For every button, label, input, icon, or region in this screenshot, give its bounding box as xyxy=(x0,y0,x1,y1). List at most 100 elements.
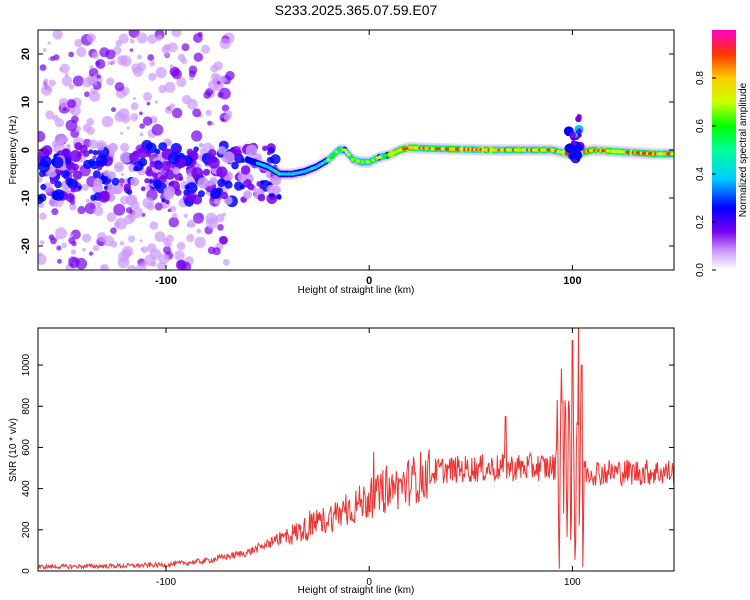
noise-blob xyxy=(192,212,205,224)
noise-blob xyxy=(70,105,81,116)
band-blob xyxy=(65,177,74,186)
noise-blob xyxy=(218,235,228,245)
noise-blob xyxy=(39,212,47,221)
band-blob xyxy=(167,152,180,165)
band-blob xyxy=(240,165,251,175)
ridge-core xyxy=(343,148,347,152)
noise-blob xyxy=(39,64,47,71)
noise-blob xyxy=(193,33,203,43)
x-tick-label: -100 xyxy=(155,275,177,287)
noise-blob xyxy=(47,57,51,61)
noise-blob xyxy=(106,212,117,222)
noise-blob xyxy=(96,74,101,79)
band-blob xyxy=(247,183,255,191)
band-blob xyxy=(269,192,274,198)
band-blob xyxy=(217,178,226,187)
band-blob xyxy=(164,169,176,180)
band-blob xyxy=(217,146,227,155)
noise-blob xyxy=(117,108,130,120)
band-blob xyxy=(38,194,44,205)
noise-blob xyxy=(147,54,155,61)
noise-blob xyxy=(154,231,166,242)
noise-blob xyxy=(118,33,129,44)
colorbar-label: Normalized spectral amplitude xyxy=(738,82,749,217)
noise-blob xyxy=(117,165,122,170)
noise-blob xyxy=(42,48,47,52)
noise-blob xyxy=(150,260,157,267)
burst-blob xyxy=(572,150,583,160)
noise-blob xyxy=(129,38,135,44)
noise-blob xyxy=(140,247,144,251)
noise-blob xyxy=(38,253,47,265)
noise-blob xyxy=(171,212,178,219)
noise-blob xyxy=(217,91,224,98)
noise-blob xyxy=(96,201,102,208)
band-blob xyxy=(108,142,118,153)
noise-blob xyxy=(113,203,126,216)
noise-blob xyxy=(68,256,80,269)
noise-blob xyxy=(194,236,206,249)
band-blob xyxy=(130,177,140,187)
band-blob xyxy=(193,146,199,152)
noise-blob xyxy=(103,235,115,247)
y-tick-label: 200 xyxy=(21,521,32,538)
noise-blob xyxy=(51,208,59,216)
noise-blob xyxy=(115,217,128,230)
y-tick-label: -10 xyxy=(20,190,32,206)
noise-blob xyxy=(128,235,136,243)
noise-blob xyxy=(111,107,117,113)
snr-xlabel: Height of straight line (km) xyxy=(298,585,415,596)
noise-blob xyxy=(207,120,213,126)
noise-blob xyxy=(161,45,170,54)
noise-blob xyxy=(118,178,125,184)
noise-blob xyxy=(219,38,231,50)
noise-blob xyxy=(215,213,225,223)
colorbar-ticks: 0.0 0.2 0.4 0.6 0.8 xyxy=(695,71,716,277)
band-blob xyxy=(149,161,156,168)
noise-blob xyxy=(201,44,211,54)
y-tick-label: 0 xyxy=(21,568,32,574)
band-blob xyxy=(92,170,101,179)
band-blob xyxy=(148,179,154,184)
noise-blob xyxy=(168,217,180,228)
noise-blob xyxy=(147,34,157,44)
band-blob xyxy=(208,149,217,158)
band-blob xyxy=(266,150,272,156)
noise-blob xyxy=(77,205,86,215)
noise-blob xyxy=(55,227,68,240)
noise-blob xyxy=(82,233,92,243)
band-blob xyxy=(266,156,274,164)
band-blob xyxy=(224,180,233,189)
noise-blob xyxy=(137,54,142,60)
y-tick-label: -20 xyxy=(20,238,32,254)
noise-blob xyxy=(169,64,174,69)
band-blob xyxy=(98,190,110,203)
spectrogram-xlabel: Height of straight line (km) xyxy=(298,285,415,296)
burst-blob xyxy=(573,146,579,152)
band-blob xyxy=(41,145,53,156)
noise-blob xyxy=(142,92,153,102)
colorbar-tick-label: 0.2 xyxy=(695,215,706,229)
noise-blob xyxy=(219,76,227,83)
noise-blob xyxy=(93,81,98,86)
ridge-core xyxy=(345,150,349,154)
noise-blob xyxy=(212,247,221,256)
noise-blob xyxy=(176,241,186,251)
band-blob xyxy=(156,163,163,171)
noise-blob xyxy=(167,42,178,53)
noise-blob xyxy=(177,53,186,62)
noise-blob xyxy=(191,222,196,227)
band-blob xyxy=(220,191,229,200)
band-blob xyxy=(213,197,221,205)
noise-blob xyxy=(67,99,77,109)
noise-blob xyxy=(68,84,75,90)
noise-blob xyxy=(203,91,212,99)
noise-blob xyxy=(205,109,212,116)
noise-blob xyxy=(132,96,136,101)
noise-blob xyxy=(180,261,192,270)
noise-blob xyxy=(86,33,96,43)
band-blob xyxy=(144,178,150,184)
y-tick-label: 400 xyxy=(21,480,32,497)
ridge-core xyxy=(347,153,351,157)
